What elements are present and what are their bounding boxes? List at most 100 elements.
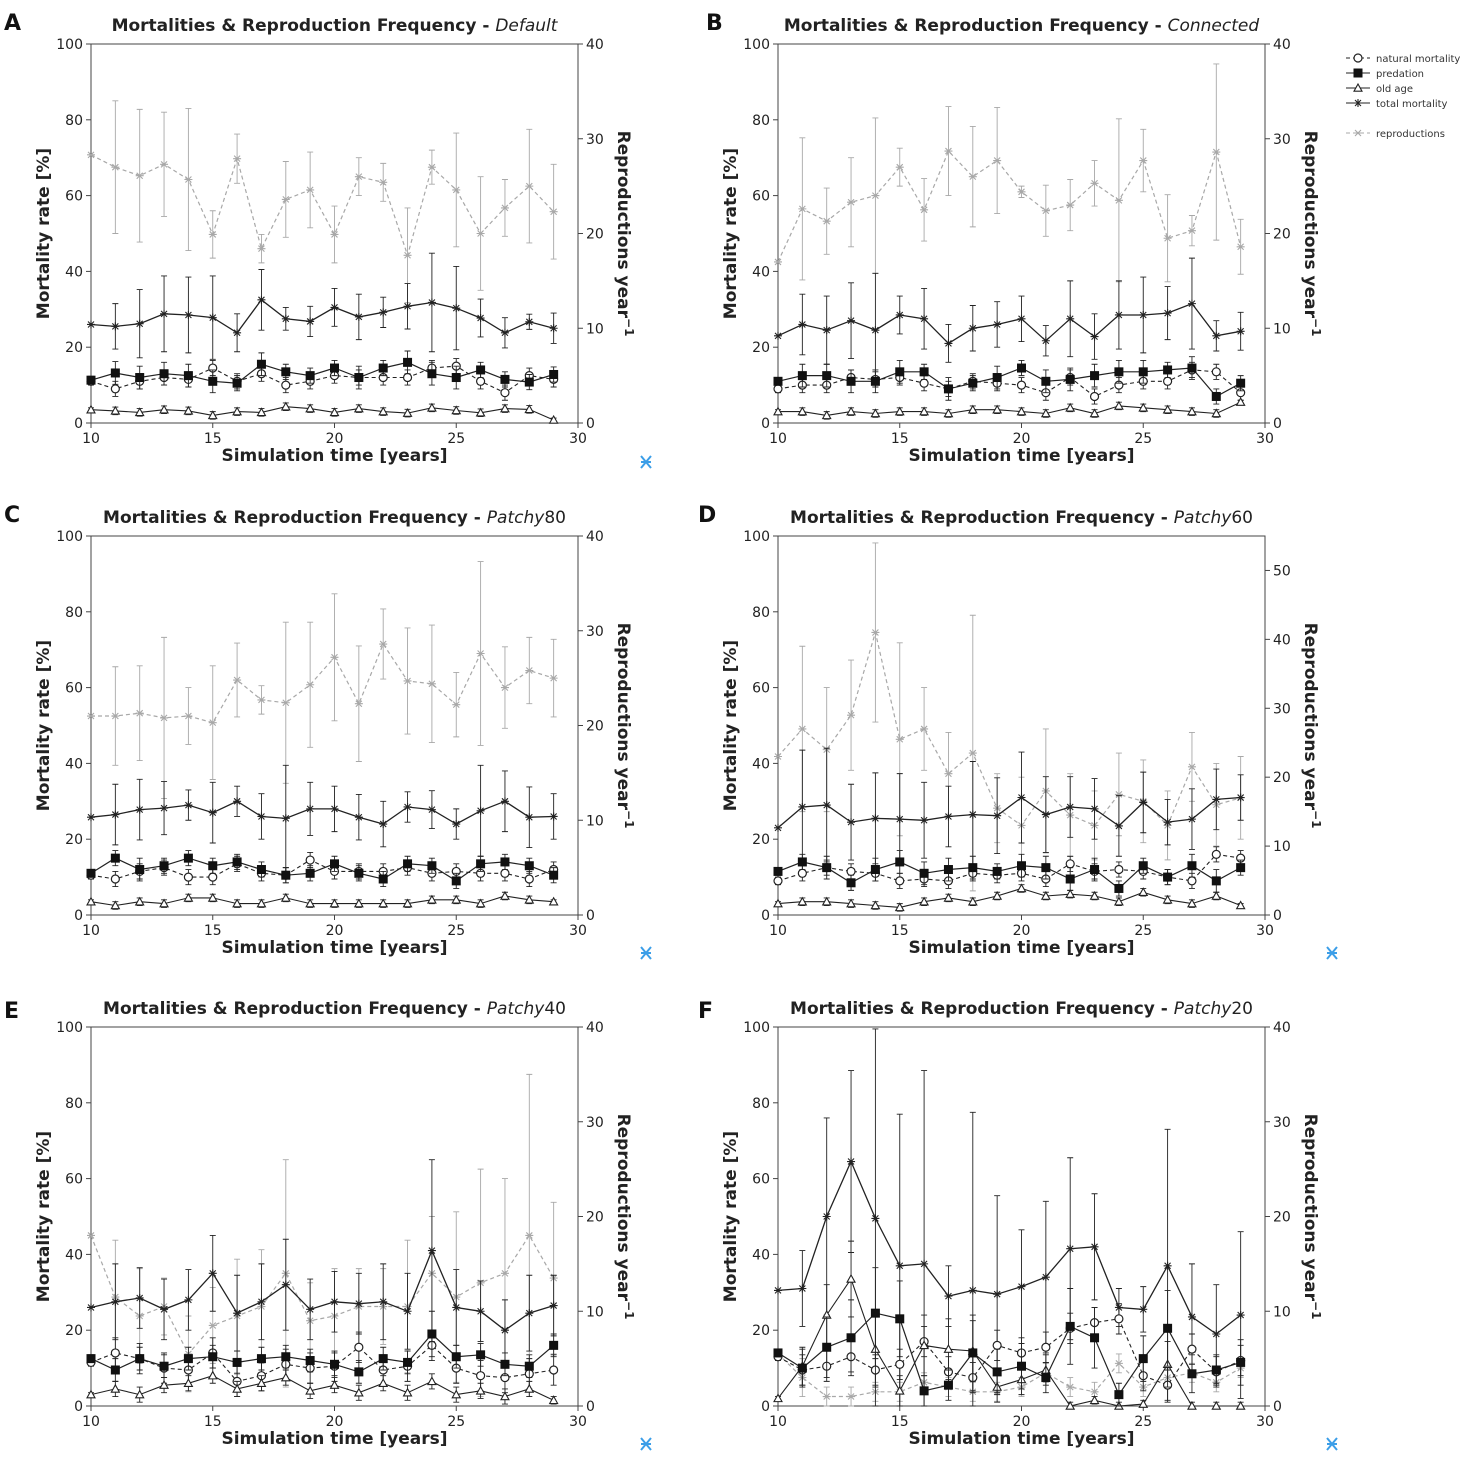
x-tick-label: 10 xyxy=(769,1414,787,1430)
x-tick-label: 20 xyxy=(326,431,344,447)
data-point xyxy=(1236,1357,1246,1367)
y2-axis-label: Reproductions year−1 xyxy=(1300,623,1323,829)
data-point xyxy=(1187,1312,1196,1321)
x-axis-label: Simulation time [years] xyxy=(221,938,447,958)
data-point xyxy=(500,204,509,212)
data-point xyxy=(1163,818,1172,827)
data-point xyxy=(281,699,290,707)
data-point xyxy=(183,892,194,902)
data-point xyxy=(111,1297,120,1306)
series-line xyxy=(91,642,554,724)
data-point xyxy=(87,151,95,159)
data-point xyxy=(353,898,364,908)
data-point xyxy=(111,163,120,171)
data-point xyxy=(86,896,96,906)
data-point xyxy=(160,714,169,722)
data-point xyxy=(993,1290,1002,1299)
data-point xyxy=(183,872,193,882)
data-point xyxy=(895,857,905,867)
x-tick-label: 30 xyxy=(569,1414,587,1430)
y-tick-label: 0 xyxy=(74,908,83,924)
data-point xyxy=(1065,1321,1075,1331)
data-point xyxy=(968,378,978,388)
data-point xyxy=(281,196,290,203)
y2-tick-label: 0 xyxy=(586,416,595,432)
data-point xyxy=(797,896,808,906)
data-point xyxy=(774,823,782,832)
data-point xyxy=(797,406,808,416)
data-point xyxy=(1187,861,1197,871)
series-predation xyxy=(86,1310,559,1384)
data-point xyxy=(1017,188,1026,196)
x-tick-label: 10 xyxy=(82,1414,100,1430)
data-point xyxy=(1065,874,1075,884)
x-tick-label: 30 xyxy=(1256,1414,1274,1430)
y-tick-label: 80 xyxy=(752,605,770,621)
data-point xyxy=(208,1269,217,1278)
data-point xyxy=(943,1380,953,1390)
data-point xyxy=(895,735,904,743)
y-tick-label: 80 xyxy=(65,113,83,129)
data-point xyxy=(500,1391,510,1401)
y-tick-label: 60 xyxy=(752,189,770,205)
y2-tick-label: 30 xyxy=(586,624,604,640)
data-point xyxy=(774,753,782,760)
x-tick-label: 25 xyxy=(1134,1414,1152,1430)
data-point xyxy=(895,367,905,377)
x-tick-label: 15 xyxy=(891,923,909,939)
y2-axis-label: Reproductions year−1 xyxy=(1300,131,1323,337)
data-point xyxy=(1114,1359,1123,1367)
data-point xyxy=(524,377,534,387)
data-point xyxy=(798,320,807,329)
data-point xyxy=(183,371,193,381)
data-point xyxy=(184,176,193,183)
data-point xyxy=(549,324,558,333)
data-point xyxy=(403,1357,413,1367)
data-point xyxy=(451,894,462,904)
data-point xyxy=(1090,371,1100,381)
data-point xyxy=(452,1303,461,1312)
x-axis-label: Simulation time [years] xyxy=(908,446,1134,466)
series-old-age xyxy=(86,401,559,424)
data-point xyxy=(329,407,340,417)
data-point xyxy=(305,1385,316,1395)
y-tick-label: 20 xyxy=(752,340,770,356)
x-tick-label: 10 xyxy=(769,431,787,447)
data-point xyxy=(427,805,436,814)
data-point xyxy=(1066,1383,1075,1391)
data-point xyxy=(847,198,856,206)
data-point xyxy=(895,1359,905,1369)
data-point xyxy=(1163,1261,1172,1270)
data-point xyxy=(549,1301,558,1310)
data-point xyxy=(1040,890,1051,900)
series-line xyxy=(777,1277,1241,1407)
data-point xyxy=(451,405,462,415)
data-point xyxy=(500,797,509,806)
data-point xyxy=(330,231,339,238)
data-point xyxy=(427,1329,437,1339)
data-point xyxy=(110,368,120,378)
panel-b: B Mortalities & Reproduction Frequency - … xyxy=(706,11,1323,466)
data-point xyxy=(1016,380,1027,390)
data-point xyxy=(306,186,315,194)
data-point xyxy=(1114,791,1123,798)
data-point xyxy=(110,1383,121,1393)
data-point xyxy=(943,865,953,875)
y-tick-label: 0 xyxy=(74,1399,83,1415)
legend-item: old age xyxy=(1346,82,1413,95)
data-point xyxy=(1138,1398,1149,1408)
data-point xyxy=(403,1307,412,1316)
y-tick-label: 80 xyxy=(65,1096,83,1112)
data-point xyxy=(524,404,535,414)
data-point xyxy=(968,1286,977,1295)
y2-tick-label: 40 xyxy=(1273,632,1291,648)
data-point xyxy=(525,182,534,190)
y2-tick-label: 50 xyxy=(1273,563,1291,579)
data-point xyxy=(822,1212,831,1221)
data-point xyxy=(1211,890,1222,900)
y-axis-label: Mortality rate [%] xyxy=(721,640,741,811)
data-point xyxy=(329,898,340,908)
series-total-mortality xyxy=(774,747,1245,869)
series-total-mortality xyxy=(87,764,558,872)
x-tick-label: 15 xyxy=(204,923,222,939)
